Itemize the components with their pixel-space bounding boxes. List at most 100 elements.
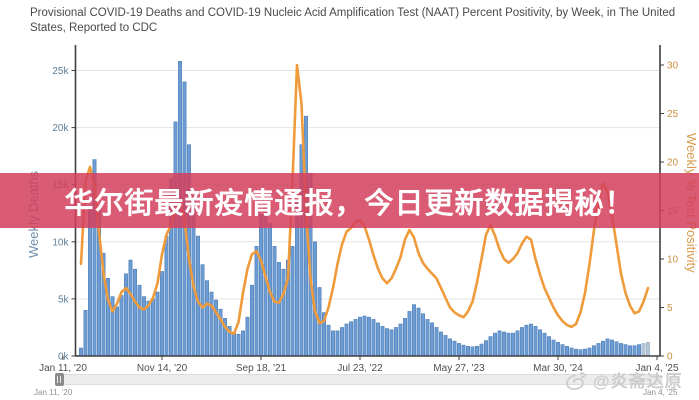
deaths-bar [569,347,574,357]
deaths-bar [466,345,470,357]
deaths-bar [448,338,452,357]
deaths-bar [254,246,259,357]
watermark: @炎斋达原 [565,367,683,392]
deaths-bar [367,316,371,357]
deaths-bar [596,343,601,357]
deaths-bar [205,280,209,357]
deaths-bar [479,343,484,357]
deaths-bar [142,296,146,357]
deaths-bar [241,330,245,357]
deaths-bar [538,329,542,357]
deaths-bar [403,318,407,357]
deaths-bar [209,291,214,357]
deaths-bar [578,349,583,357]
deaths-bar [128,259,133,357]
deaths-bar [641,343,646,357]
deaths-bar [632,345,637,357]
deaths-bar [79,347,83,357]
deaths-bar [637,344,641,357]
deaths-bar [628,345,632,357]
watermark-text: @炎斋达原 [593,372,683,391]
deaths-bar [619,343,623,357]
left-tick-label: 25k [52,66,69,77]
right-tick-label: 5 [667,303,673,314]
right-tick-label: 30 [667,61,679,72]
deaths-bar [515,330,520,357]
deaths-bar [583,348,587,357]
left-tick-label: 20k [52,123,69,134]
deaths-bar [371,319,376,357]
deaths-bar [119,295,124,357]
deaths-bar [155,291,160,357]
deaths-bar [457,343,461,357]
deaths-bar [124,273,128,357]
deaths-bar [164,235,169,357]
deaths-bar [281,268,286,357]
deaths-bar [200,264,205,357]
deaths-bar [502,331,506,357]
deaths-bar [389,329,394,357]
deaths-bar [452,340,457,357]
deaths-bar [335,330,340,357]
overlay-banner: 华尔街最新疫情通报，今日更新数据揭秘！ [0,173,699,228]
deaths-bar [439,331,443,357]
deaths-bar [434,327,439,357]
deaths-bar [646,341,650,357]
deaths-bar [601,340,605,357]
x-tick-label: Jan 4, '25 [635,363,678,374]
right-tick-label: 25 [667,109,679,120]
deaths-bar [340,327,344,357]
deaths-bar [556,341,560,357]
left-tick-label: 0k [58,352,70,363]
deaths-bar [236,333,241,357]
deaths-bar [551,339,556,357]
deaths-bar [376,322,380,357]
x-tick-label: Jul 23, '22 [337,363,383,374]
deaths-bar [493,332,497,357]
x-tick-label: Jan 11, '20 [39,363,87,374]
x-tick-label: Nov 14, '20 [137,363,188,374]
deaths-bar [461,344,466,357]
deaths-bar [385,328,389,357]
right-tick-label: 10 [667,255,679,266]
deaths-bar [470,346,475,357]
deaths-bar [250,284,254,357]
deaths-bar [529,323,533,357]
timeline-slider-left-handle[interactable] [55,373,64,386]
deaths-bar [623,344,628,357]
deaths-bar [587,347,592,357]
deaths-bar [533,326,538,357]
deaths-bar [146,300,151,357]
deaths-bar [137,284,142,357]
x-tick-label: May 27, '23 [433,363,485,374]
deaths-bar [277,262,281,357]
weibo-eye-icon [566,371,587,390]
deaths-bar [425,319,430,357]
overlay-banner-text: 华尔街最新疫情通报，今日更新数据揭秘！ [64,187,635,220]
deaths-bar [412,304,416,357]
deaths-bar [560,344,565,357]
deaths-bar [83,310,88,357]
deaths-bar [511,332,515,357]
deaths-bar [547,336,551,357]
deaths-bar [407,311,412,357]
deaths-bar [290,246,295,357]
deaths-bar [362,315,367,357]
deaths-bar [574,348,578,357]
deaths-bar [497,330,502,357]
deaths-bar [610,339,614,357]
left-tick-label: 10k [52,237,69,248]
deaths-bar [443,335,448,357]
x-tick-label: Sep 18, '21 [236,363,287,374]
deaths-bar [394,327,398,357]
deaths-bar [133,268,137,357]
deaths-bar [151,298,155,357]
deaths-bar [524,324,529,357]
left-tick-label: 5k [58,294,70,305]
deaths-bar [358,316,362,357]
deaths-bar [475,345,479,357]
deaths-bar [398,323,403,357]
deaths-bar [115,306,119,357]
deaths-bar [416,307,421,357]
